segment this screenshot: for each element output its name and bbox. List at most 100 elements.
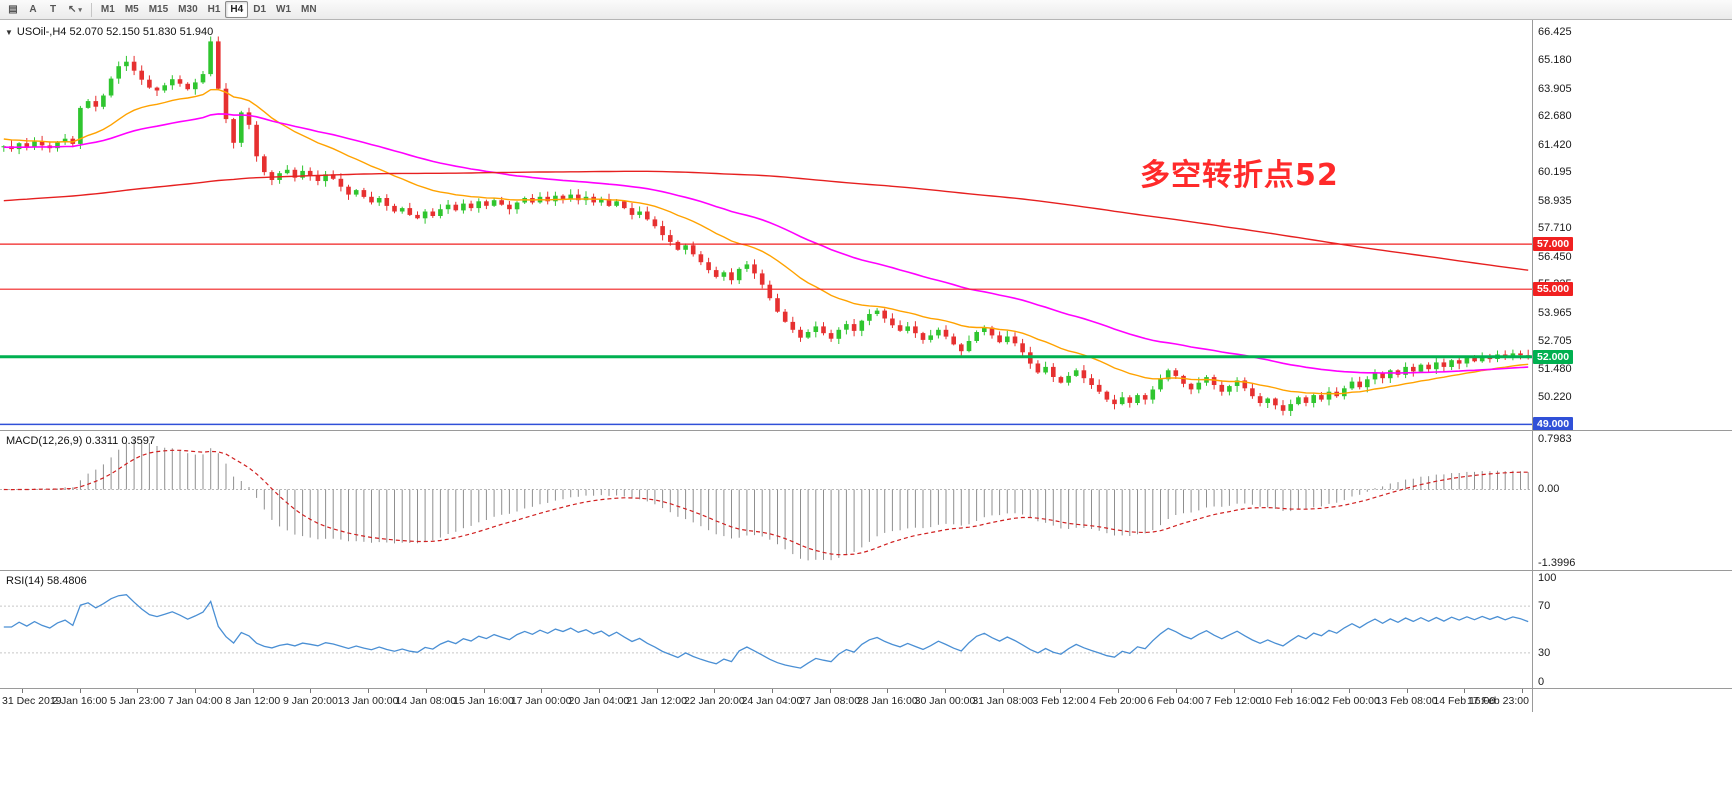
time-tick [541,689,543,693]
macd-axis-top: 0.7983 [1538,433,1572,445]
rsi-axis-label: 0 [1538,676,1545,688]
price-tag-57.000: 57.000 [1533,237,1574,252]
rsi-panel[interactable]: RSI(14) 58.4806 100 70 30 0 [0,570,1732,688]
time-axis-label: 17 Feb 23:00 [1467,695,1529,707]
rsi-axis-label: 100 [1538,572,1557,584]
timeframe-m5-button[interactable]: M5 [124,4,139,15]
time-tick [425,689,427,693]
price-axis-label: 63.905 [1538,82,1572,95]
time-axis-label: 12 Feb 00:00 [1317,695,1380,707]
candles [1,36,1531,416]
time-axis-label: 10 Feb 16:00 [1260,695,1323,707]
time-tick [195,689,197,693]
time-axis-label: 4 Feb 20:00 [1090,695,1147,707]
time-tick [598,689,600,693]
chart-list-button[interactable]: ▤ [8,4,18,15]
price-scale-separator [1532,20,1533,712]
time-tick [714,689,716,693]
macd-histogram [11,440,1529,561]
price-axis-label: 61.420 [1538,138,1572,151]
cursor-tool-button[interactable]: ↖ ▾ [68,4,82,15]
time-tick [1406,689,1408,693]
main-chart-panel[interactable]: ▼ USOil-,H4 52.070 52.150 51.830 51.940 … [0,20,1732,432]
timeframe-m1-button[interactable]: M1 [100,4,115,15]
chart-header: ▼ USOil-,H4 52.070 52.150 51.830 51.940 [5,26,213,38]
time-axis-label: 27 Jan 08:00 [799,695,861,707]
chart-annotation[interactable]: 多空转折点52 [1140,158,1339,193]
time-axis-label: 8 Jan 12:00 [225,695,281,707]
macd-panel[interactable]: MACD(12,26,9) 0.3311 0.3597 0.7983 0.00 -1… [0,430,1732,570]
symbol-ohlc-label: USOil-,H4 52.070 52.150 51.830 51.940 [16,26,214,38]
time-tick [829,689,831,693]
time-tick [483,689,485,693]
ma-slow-line [3,170,1529,271]
timeframe-h1-button[interactable]: H1 [207,4,221,15]
time-axis-label: 2 Jan 16:00 [52,695,108,707]
macd-axis-bottom: -1.3996 [1538,557,1576,569]
price-axis-label: 65.180 [1538,53,1572,66]
price-axis-label: 52.705 [1538,334,1572,347]
timeframe-h4-button[interactable]: H4 [225,1,249,18]
toolbar-separator [90,2,92,17]
macd-chart[interactable] [0,431,1532,570]
time-tick [1464,689,1466,693]
time-tick [252,689,254,693]
time-axis-label: 31 Dec 2019 [2,695,62,707]
time-tick [1291,689,1293,693]
candlestick-chart[interactable] [0,20,1532,430]
time-tick [1060,689,1062,693]
time-tick [772,689,773,693]
time-tick [79,689,81,693]
toolbar: ▤ A T ↖ ▾ M1 M5 M15 M30 H1 H4 D1 W1 MN [0,0,1732,20]
time-tick [1233,689,1235,693]
time-axis-label: 20 Jan 04:00 [568,695,630,707]
rsi-chart[interactable] [0,571,1532,688]
price-tag-52.000: 52.000 [1533,349,1574,364]
macd-signal-line [3,449,1529,556]
time-axis-label: 13 Feb 08:00 [1375,695,1438,707]
timeframe-w1-button[interactable]: W1 [276,4,292,15]
drawing-tool-button[interactable]: T [49,4,57,15]
symbol-dropdown-icon[interactable]: ▼ [5,27,13,37]
time-axis-label: 14 Feb 16:00 [1433,695,1496,707]
price-axis-label: 58.935 [1538,194,1572,207]
ma-mid-line [3,113,1529,374]
timeframe-d1-button[interactable]: D1 [253,4,267,15]
time-axis-label: 7 Feb 12:00 [1205,695,1262,707]
time-tick [368,689,370,693]
time-axis-label: 24 Jan 04:00 [741,695,803,707]
macd-label: MACD(12,26,9) 0.3311 0.3597 [6,435,155,447]
time-tick [1002,689,1004,693]
time-tick [137,689,139,693]
price-tag-55.000: 55.000 [1533,282,1574,297]
dropdown-caret-icon: ▾ [78,6,82,14]
rsi-axis-label: 70 [1538,600,1551,613]
time-axis-label: 21 Jan 12:00 [626,695,687,707]
time-axis[interactable]: 31 Dec 2019 2 Jan 16:00 5 Jan 23:00 7 Jan 0… [0,688,1732,712]
text-label-tool-button[interactable]: A [29,4,37,15]
macd-axis-zero: 0.00 [1538,483,1560,496]
price-axis-label: 50.220 [1538,390,1572,403]
time-axis-label: 13 Jan 00:00 [337,695,399,707]
time-tick [1175,689,1177,693]
rsi-label: RSI(14) 58.4806 [6,575,87,587]
time-tick [656,689,658,693]
price-axis-label: 60.195 [1538,166,1572,179]
time-axis-label: 3 Feb 12:00 [1032,695,1089,707]
price-tag-49.000: 49.000 [1533,417,1574,432]
timeframe-mn-button[interactable]: MN [301,4,317,15]
time-axis-label: 31 Jan 08:00 [972,695,1034,707]
price-axis-label: 66.425 [1538,25,1572,38]
time-axis-label: 6 Feb 04:00 [1147,695,1204,707]
time-axis-label: 15 Jan 16:00 [453,695,514,707]
price-axis-label: 51.480 [1538,362,1572,375]
timeframe-m15-button[interactable]: M15 [148,4,169,15]
timeframe-m30-button[interactable]: M30 [178,4,198,15]
ma-fast-line [3,88,1529,395]
time-tick [22,689,23,693]
rsi-axis-label: 30 [1538,646,1551,659]
time-tick [1118,689,1120,693]
time-tick [1348,689,1350,693]
time-axis-label: 7 Jan 04:00 [167,695,223,707]
